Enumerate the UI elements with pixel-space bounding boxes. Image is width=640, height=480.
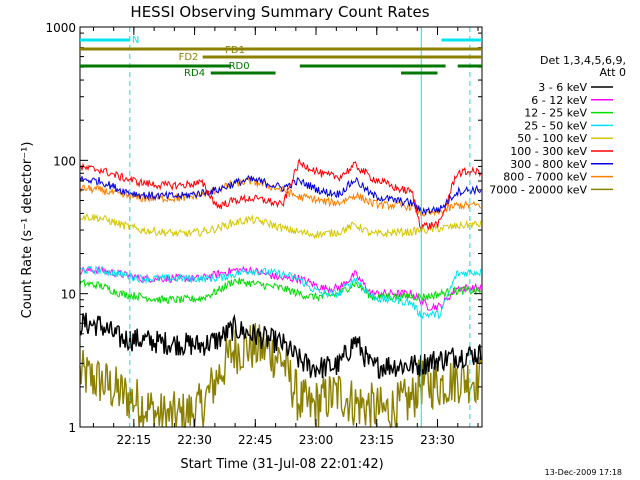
chart-title: HESSI Observing Summary Count Rates <box>130 3 429 21</box>
legend-entry-label: 100 - 300 keV <box>510 145 587 158</box>
status-bar-label: FD1 <box>225 45 245 56</box>
status-bar-label: RD4 <box>184 68 205 79</box>
footer-date: 13-Dec-2009 17:18 <box>545 468 622 477</box>
y-tick-label: 1 <box>68 421 76 435</box>
y-tick-label: 100 <box>53 154 76 168</box>
status-bars: N FD1 FD2 RD0 RD4 <box>80 35 482 79</box>
x-tick-label: 23:00 <box>299 433 334 447</box>
x-axis-label: Start Time (31-Jul-08 22:01:42) <box>180 457 383 472</box>
series-line-8 <box>79 323 482 429</box>
series-line-1 <box>79 265 482 311</box>
series-line-3 <box>79 265 482 320</box>
series-line-5 <box>79 158 482 231</box>
x-axis: 22:15 22:30 22:45 23:00 23:15 23:30 <box>92 27 479 447</box>
x-tick-label: 22:30 <box>177 433 212 447</box>
legend-entry-label: 12 - 25 keV <box>524 107 587 120</box>
status-bar-label: FD2 <box>179 52 199 63</box>
y-tick-label: 1000 <box>45 21 76 35</box>
chart-marks <box>79 27 482 429</box>
legend-entry-label: 800 - 7000 keV <box>503 171 587 184</box>
legend-header-attenuator: Att 0 <box>600 66 626 79</box>
legend-entry-label: 25 - 50 keV <box>524 119 587 132</box>
x-tick-label: 23:30 <box>420 433 455 447</box>
legend-entry-label: 6 - 12 keV <box>531 94 587 107</box>
series-line-7 <box>79 177 482 217</box>
legend-entry-label: 7000 - 20000 keV <box>489 183 587 196</box>
x-tick-label: 22:15 <box>117 433 152 447</box>
series-line-2 <box>79 277 482 305</box>
legend-header: Det 1,3,4,5,6,9, <box>540 54 626 67</box>
legend-entry-label: 3 - 6 keV <box>538 81 587 94</box>
legend-entry-label: 300 - 800 keV <box>510 158 587 171</box>
x-tick-label: 22:45 <box>238 433 273 447</box>
y-axis-label: Count Rate (s⁻¹ detector⁻¹) <box>20 142 35 319</box>
series-line-4 <box>79 213 482 240</box>
y-axis: 1 10 100 1000 <box>45 21 482 435</box>
series-line-0 <box>79 312 482 379</box>
y-tick-label: 10 <box>61 288 76 302</box>
status-bar-label: N <box>132 35 139 46</box>
plot-frame <box>79 26 483 428</box>
x-tick-label: 23:15 <box>359 433 394 447</box>
status-bar-label: RD0 <box>229 61 250 72</box>
legend-entry-label: 50 - 100 keV <box>517 132 587 145</box>
